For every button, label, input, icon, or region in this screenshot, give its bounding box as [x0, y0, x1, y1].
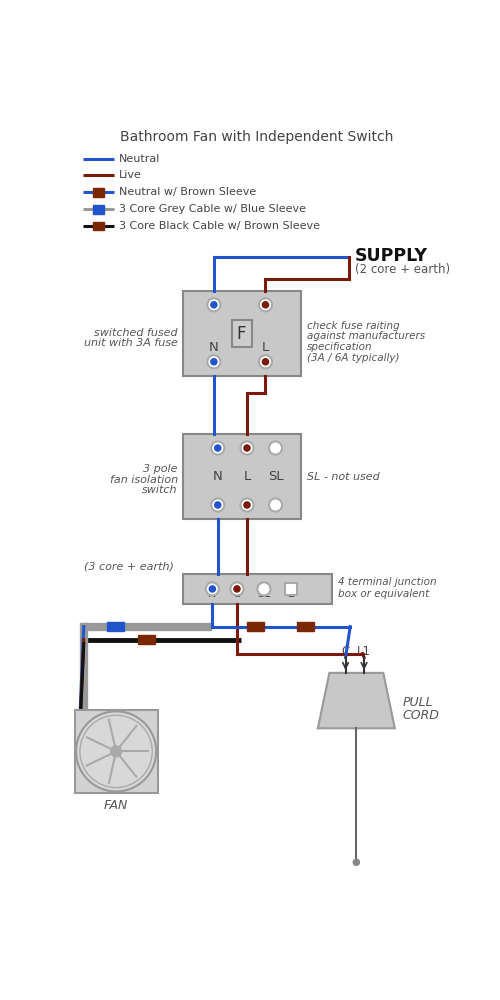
- Circle shape: [244, 502, 250, 508]
- Text: C: C: [342, 645, 349, 658]
- Circle shape: [269, 498, 282, 512]
- Text: against manufacturers: against manufacturers: [307, 331, 425, 341]
- Text: switched fused: switched fused: [94, 328, 178, 338]
- Bar: [297, 622, 314, 631]
- Bar: [284, 583, 297, 595]
- Text: E: E: [288, 589, 294, 599]
- Circle shape: [259, 298, 272, 311]
- Text: SL: SL: [258, 589, 270, 599]
- Text: (2 core + earth): (2 core + earth): [355, 263, 450, 276]
- Circle shape: [110, 746, 122, 757]
- Text: SL - not used: SL - not used: [307, 472, 380, 482]
- Text: (3 core + earth): (3 core + earth): [84, 562, 174, 572]
- Polygon shape: [318, 673, 395, 728]
- Text: fan isolation: fan isolation: [110, 475, 178, 485]
- Circle shape: [210, 586, 216, 592]
- Text: SUPPLY: SUPPLY: [355, 247, 428, 265]
- Text: FAN: FAN: [104, 799, 128, 812]
- Circle shape: [211, 441, 224, 455]
- Bar: [183, 291, 301, 376]
- Circle shape: [214, 445, 221, 451]
- Text: L: L: [244, 470, 250, 483]
- Text: specification: specification: [307, 342, 372, 352]
- Circle shape: [269, 441, 282, 455]
- Circle shape: [258, 582, 270, 595]
- Circle shape: [214, 502, 221, 508]
- Bar: [232, 320, 252, 347]
- Text: check fuse raiting: check fuse raiting: [307, 321, 400, 331]
- Text: N: N: [208, 589, 216, 599]
- Text: 3 pole: 3 pole: [143, 464, 178, 474]
- Text: 4 terminal junction: 4 terminal junction: [338, 577, 436, 587]
- Circle shape: [234, 586, 240, 592]
- Circle shape: [354, 859, 360, 865]
- Text: F: F: [237, 325, 246, 343]
- Text: box or equivalent: box or equivalent: [338, 589, 429, 599]
- Text: Live: Live: [119, 170, 142, 180]
- Circle shape: [208, 355, 220, 368]
- Text: SL: SL: [268, 470, 283, 483]
- Text: 3 Core Grey Cable w/ Blue Sleeve: 3 Core Grey Cable w/ Blue Sleeve: [119, 204, 306, 214]
- Bar: [93, 188, 104, 197]
- Circle shape: [206, 582, 219, 595]
- Circle shape: [259, 355, 272, 368]
- Circle shape: [262, 302, 268, 308]
- Bar: [107, 622, 124, 631]
- Text: unit with 3A fuse: unit with 3A fuse: [84, 338, 178, 348]
- Circle shape: [244, 445, 250, 451]
- Text: N: N: [213, 470, 222, 483]
- Text: (3A / 6A typically): (3A / 6A typically): [307, 353, 400, 363]
- Circle shape: [208, 298, 220, 311]
- Text: CORD: CORD: [402, 709, 440, 722]
- Bar: [138, 635, 154, 644]
- Bar: [93, 222, 104, 230]
- Bar: [247, 622, 264, 631]
- Text: Neutral w/ Brown Sleeve: Neutral w/ Brown Sleeve: [119, 187, 256, 197]
- Bar: [74, 710, 158, 793]
- Bar: [183, 434, 301, 519]
- Circle shape: [211, 302, 217, 308]
- Circle shape: [76, 711, 156, 791]
- Circle shape: [262, 359, 268, 365]
- Text: Neutral: Neutral: [119, 153, 160, 163]
- Text: L: L: [234, 589, 240, 599]
- Circle shape: [240, 441, 254, 455]
- Text: Bathroom Fan with Independent Switch: Bathroom Fan with Independent Switch: [120, 130, 393, 144]
- Bar: [93, 205, 104, 214]
- Circle shape: [230, 582, 243, 595]
- Circle shape: [211, 359, 217, 365]
- Circle shape: [211, 498, 224, 512]
- Text: L: L: [262, 341, 269, 354]
- Text: PULL: PULL: [402, 696, 433, 709]
- Text: L1: L1: [357, 645, 371, 658]
- Bar: [183, 574, 332, 604]
- Text: 3 Core Black Cable w/ Brown Sleeve: 3 Core Black Cable w/ Brown Sleeve: [119, 221, 320, 231]
- Text: switch: switch: [142, 485, 178, 495]
- Circle shape: [240, 498, 254, 512]
- Text: N: N: [209, 341, 219, 354]
